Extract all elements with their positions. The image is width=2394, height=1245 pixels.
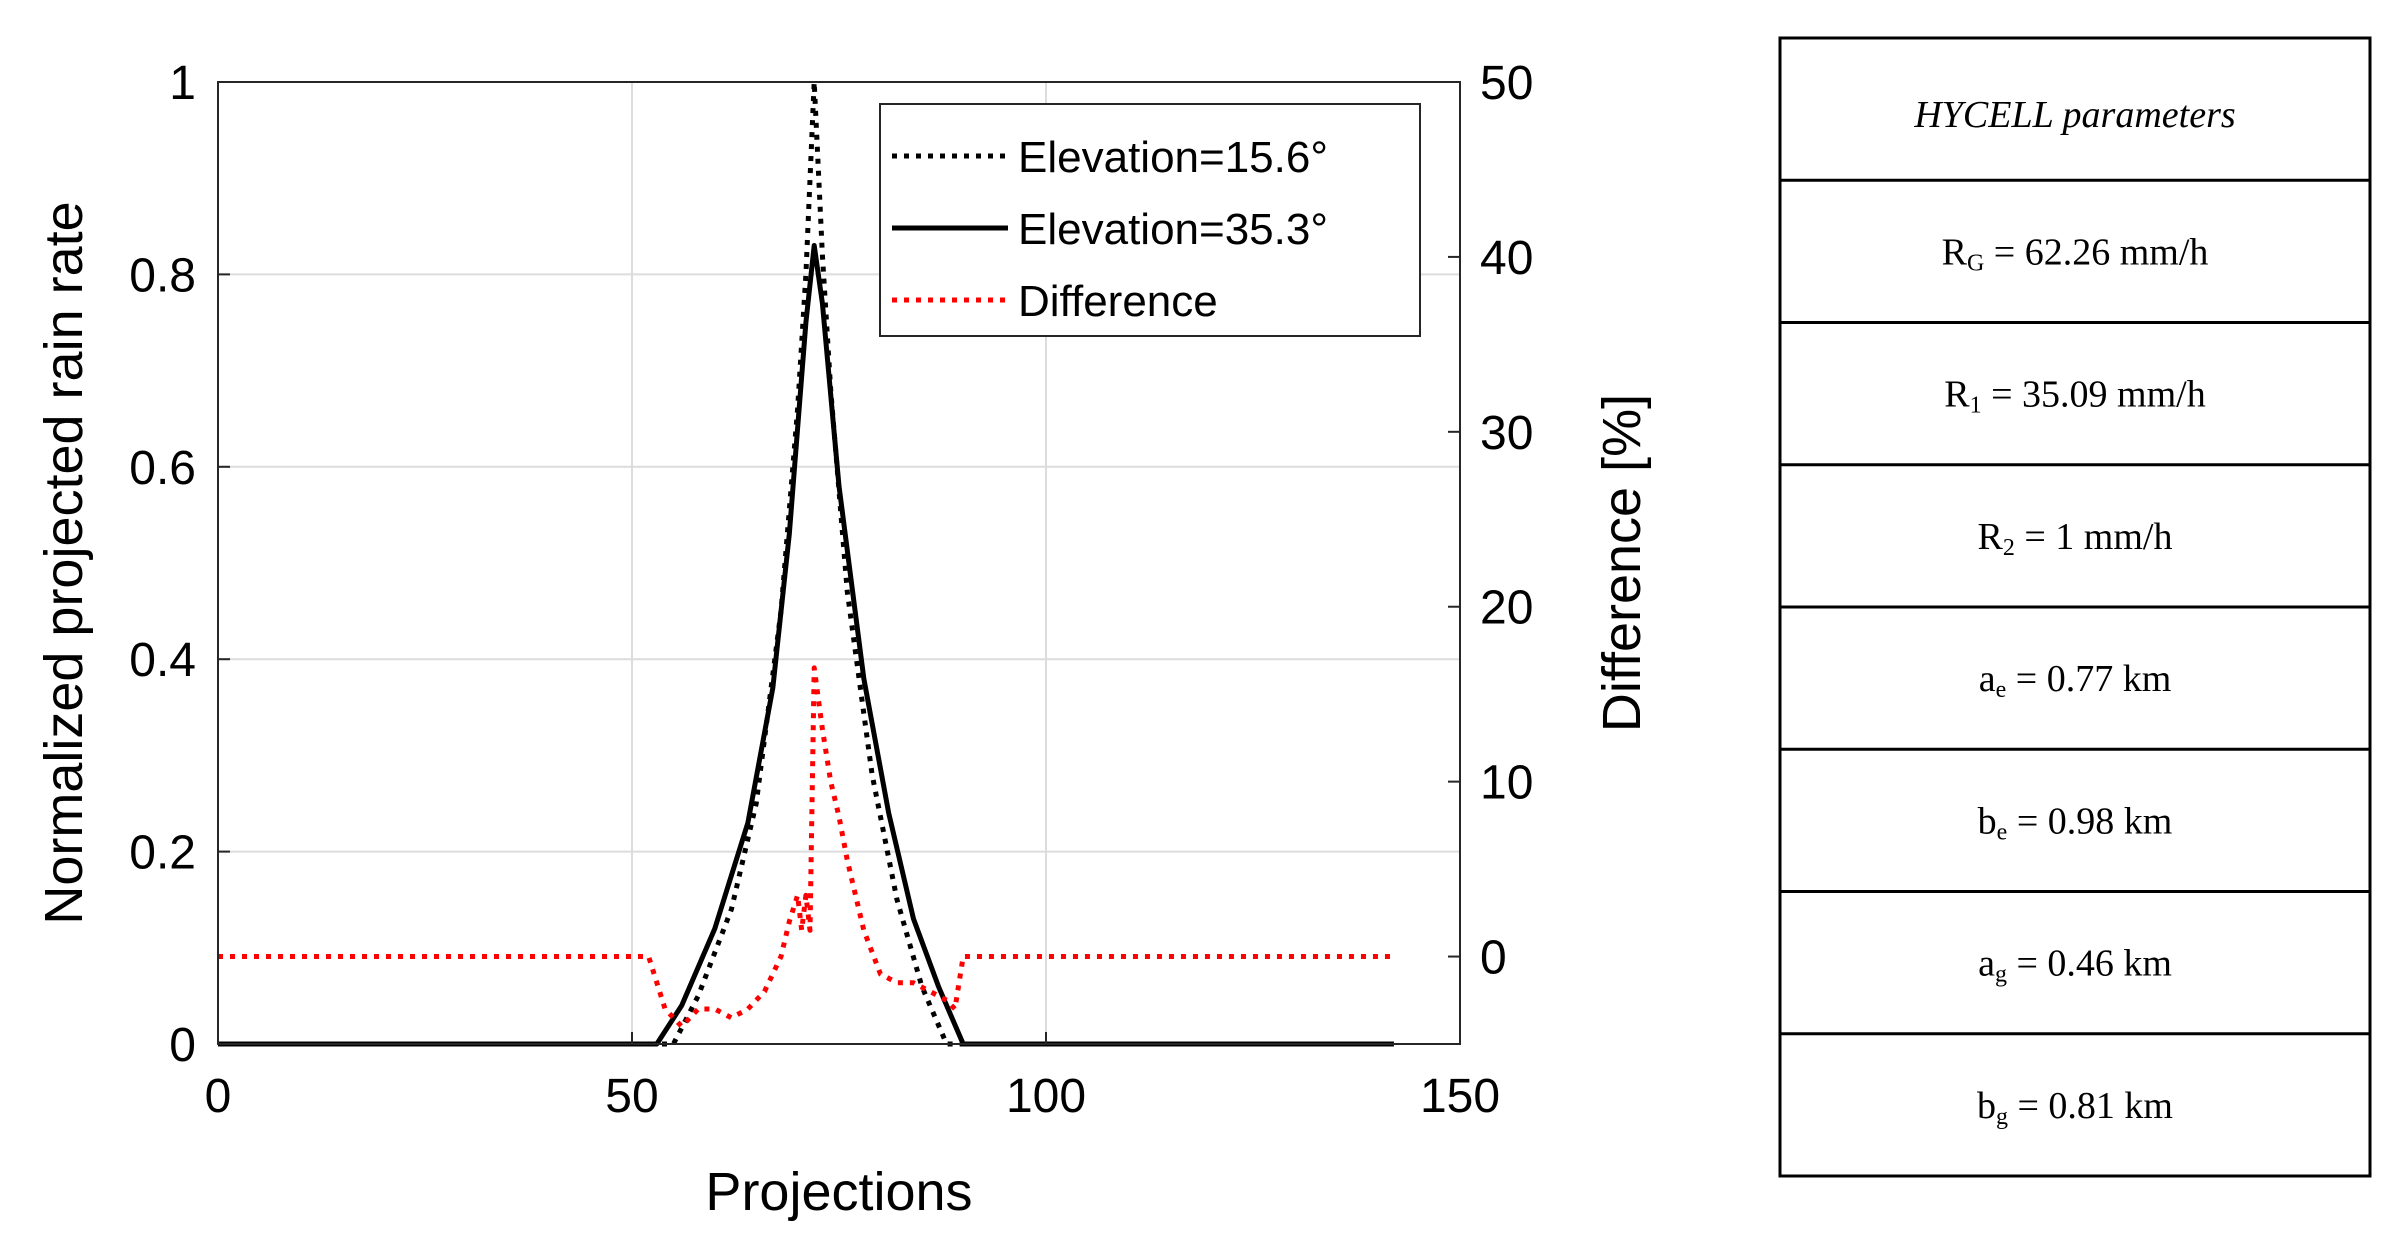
param-value: = 1 mm/h xyxy=(2015,516,2173,558)
y-axis-label: Normalized projected rain rate xyxy=(34,201,94,924)
table-row-text: ae = 0.77 km xyxy=(1979,658,2172,703)
param-subscript: e xyxy=(1997,819,2008,845)
legend-label-difference: Difference xyxy=(1018,277,1218,326)
x-tick-label: 150 xyxy=(1420,1070,1500,1123)
y-tick-label: 0.4 xyxy=(129,634,196,687)
table-lines xyxy=(1780,178,2370,1036)
param-value: = 0.77 km xyxy=(2006,658,2171,700)
param-subscript: g xyxy=(1996,1104,2008,1130)
x-tick-label: 0 xyxy=(205,1070,232,1123)
param-subscript: e xyxy=(1996,677,2007,703)
param-symbol: R xyxy=(1942,231,1968,273)
y-tick-label: 0.6 xyxy=(129,442,196,495)
parameters-table: HYCELL parameters RG = 62.26 mm/hR1 = 35… xyxy=(1778,36,2372,1178)
param-value: = 0.98 km xyxy=(2007,800,2172,842)
param-value: = 62.26 mm/h xyxy=(1984,231,2208,273)
y2-tick-label: 30 xyxy=(1480,407,1533,460)
series-line-3 xyxy=(218,665,1394,1029)
x-axis-label: Projections xyxy=(705,1162,972,1222)
legend: Elevation=15.6° Elevation=35.3° Differen… xyxy=(879,103,1421,337)
legend-label-elev-35: Elevation=35.3° xyxy=(1018,205,1328,254)
table-row-text: R1 = 35.09 mm/h xyxy=(1944,374,2205,419)
legend-label-elev-15: Elevation=15.6° xyxy=(1018,133,1328,182)
legend-box xyxy=(879,103,1421,337)
param-subscript: 1 xyxy=(1970,393,1982,419)
x-tick-label: 50 xyxy=(605,1070,658,1123)
param-subscript: g xyxy=(1995,962,2007,988)
y2-tick-label: 0 xyxy=(1480,932,1507,985)
table-row-text: ag = 0.46 km xyxy=(1978,943,2172,988)
y2-tick-label: 10 xyxy=(1480,757,1533,810)
param-subscript: 2 xyxy=(2003,535,2015,561)
param-symbol: b xyxy=(1978,800,1997,842)
series-line-2 xyxy=(218,243,1394,1047)
table-title: HYCELL parameters xyxy=(1913,94,2235,136)
y2-tick-label: 20 xyxy=(1480,582,1533,635)
series-layer xyxy=(218,79,1394,1047)
param-value: = 0.81 km xyxy=(2008,1085,2173,1127)
table-row-text: RG = 62.26 mm/h xyxy=(1942,231,2209,276)
y-tick-label: 0.8 xyxy=(129,249,196,302)
param-value: = 0.46 km xyxy=(2007,943,2172,985)
table-row-text: R2 = 1 mm/h xyxy=(1978,516,2173,561)
y2-axis-label: Difference [%] xyxy=(1592,394,1652,732)
param-symbol: b xyxy=(1977,1085,1996,1127)
param-value: = 35.09 mm/h xyxy=(1982,374,2206,416)
x-tick-label: 100 xyxy=(1006,1070,1086,1123)
y2-tick-label: 50 xyxy=(1480,57,1533,110)
y2-tick-label: 40 xyxy=(1480,232,1533,285)
y-tick-label: 1 xyxy=(169,57,196,110)
param-symbol: R xyxy=(1944,374,1970,416)
param-symbol: a xyxy=(1979,658,1996,700)
table-row-text: bg = 0.81 km xyxy=(1977,1085,2173,1130)
y-tick-label: 0 xyxy=(169,1019,196,1072)
plot-frame xyxy=(217,81,1461,1045)
param-subscript: G xyxy=(1967,250,1984,276)
param-symbol: R xyxy=(1978,516,2004,558)
param-symbol: a xyxy=(1978,943,1995,985)
table-row-text: be = 0.98 km xyxy=(1978,800,2173,845)
table-rows: RG = 62.26 mm/hR1 = 35.09 mm/hR2 = 1 mm/… xyxy=(1942,231,2209,1130)
y-tick-label: 0.2 xyxy=(129,827,196,880)
